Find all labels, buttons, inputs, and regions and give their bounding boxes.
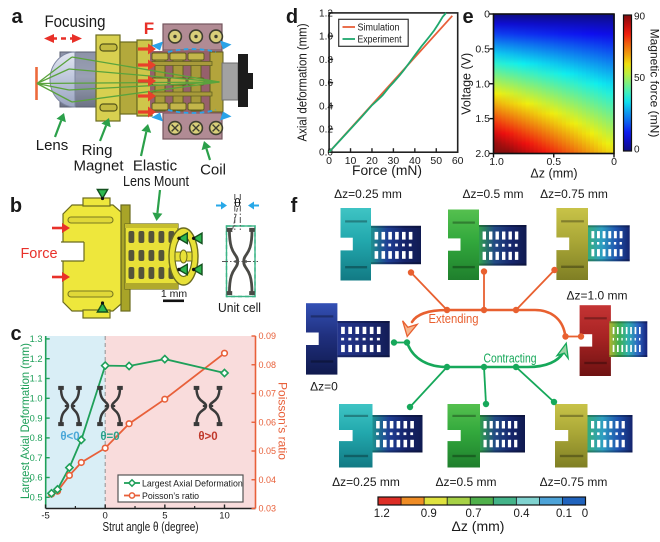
svg-text:1 mm: 1 mm (161, 288, 188, 300)
svg-text:0.4: 0.4 (514, 508, 531, 520)
svg-text:50: 50 (634, 73, 646, 84)
svg-text:b: b (10, 195, 22, 217)
svg-text:Lens: Lens (36, 137, 69, 154)
svg-text:Ring: Ring (82, 142, 113, 159)
svg-text:Δz=0.25 mm: Δz=0.25 mm (334, 187, 402, 201)
svg-text:10: 10 (219, 511, 230, 522)
svg-text:0: 0 (611, 156, 617, 168)
svg-text:Δz=1.0 mm: Δz=1.0 mm (566, 289, 627, 303)
svg-text:1.0: 1.0 (319, 32, 333, 43)
svg-text:Δz=0.5 mm: Δz=0.5 mm (435, 475, 496, 489)
svg-text:1.2: 1.2 (374, 508, 390, 520)
svg-text:0.9: 0.9 (421, 508, 437, 520)
svg-text:1.0: 1.0 (489, 156, 504, 168)
svg-text:Magnetic force (mN): Magnetic force (mN) (648, 29, 660, 138)
svg-text:0.09: 0.09 (259, 331, 277, 341)
svg-text:Poisson’s ratio: Poisson’s ratio (276, 382, 290, 460)
svg-text:θ>0: θ>0 (198, 431, 217, 443)
svg-text:-5: -5 (41, 511, 49, 522)
svg-text:Elastic: Elastic (133, 158, 178, 175)
svg-text:Magnet: Magnet (73, 158, 124, 175)
svg-text:Simulation: Simulation (358, 23, 400, 34)
svg-text:Δz=0.75 mm: Δz=0.75 mm (540, 187, 608, 201)
svg-text:Voltage (V): Voltage (V) (460, 53, 474, 115)
svg-text:Δz=0.5 mm: Δz=0.5 mm (462, 187, 523, 201)
svg-text:0.8: 0.8 (319, 55, 333, 66)
svg-text:1.5: 1.5 (475, 113, 490, 125)
svg-text:Δz (mm): Δz (mm) (530, 167, 577, 181)
svg-text:θ=0: θ=0 (100, 431, 119, 443)
svg-text:Coil: Coil (200, 162, 226, 179)
svg-text:0.6: 0.6 (319, 78, 333, 89)
svg-text:90: 90 (634, 12, 646, 23)
svg-text:60: 60 (452, 155, 464, 167)
svg-text:0.05: 0.05 (259, 446, 277, 456)
svg-text:Axial deformation (mm): Axial deformation (mm) (296, 24, 310, 142)
svg-text:f: f (291, 195, 298, 217)
svg-text:0.07: 0.07 (259, 389, 277, 399)
svg-text:50: 50 (430, 155, 442, 167)
svg-text:0.08: 0.08 (259, 360, 277, 370)
svg-text:a: a (11, 6, 23, 28)
svg-text:0: 0 (582, 508, 588, 520)
svg-text:Force (mN): Force (mN) (352, 163, 422, 178)
svg-text:0.5: 0.5 (475, 43, 490, 55)
svg-text:0.03: 0.03 (259, 504, 277, 514)
svg-text:0.06: 0.06 (259, 417, 277, 427)
svg-text:0.1: 0.1 (556, 508, 572, 520)
svg-text:Strut angle θ (degree): Strut angle θ (degree) (103, 519, 199, 534)
svg-text:F: F (144, 19, 154, 38)
svg-text:Poisson’s ratio: Poisson’s ratio (142, 491, 199, 501)
svg-text:θ<0: θ<0 (60, 431, 79, 443)
svg-text:Experiment: Experiment (358, 35, 402, 46)
svg-text:Focusing: Focusing (45, 12, 106, 31)
svg-text:θ: θ (234, 196, 241, 210)
svg-text:Force: Force (20, 246, 57, 262)
svg-text:Unit cell: Unit cell (218, 300, 261, 315)
svg-text:2.0: 2.0 (475, 148, 490, 160)
svg-text:e: e (462, 6, 473, 28)
svg-text:1.3: 1.3 (30, 334, 43, 344)
svg-text:Δz=0: Δz=0 (310, 380, 338, 394)
svg-text:Contracting: Contracting (484, 351, 537, 366)
svg-text:1.0: 1.0 (475, 78, 490, 90)
svg-text:Lens Mount: Lens Mount (123, 173, 190, 190)
svg-text:0: 0 (484, 9, 490, 21)
svg-text:Extending: Extending (429, 311, 479, 326)
svg-text:Δz (mm): Δz (mm) (452, 518, 505, 534)
svg-text:0: 0 (326, 155, 332, 167)
svg-text:c: c (10, 323, 21, 345)
svg-text:0.4: 0.4 (319, 101, 333, 112)
svg-text:Largest Axial Deformation: Largest Axial Deformation (142, 479, 243, 489)
svg-text:0.2: 0.2 (319, 124, 333, 135)
svg-text:Δz=0.75 mm: Δz=0.75 mm (540, 475, 608, 489)
svg-text:Largest Axial Deformation (mm): Largest Axial Deformation (mm) (18, 343, 32, 499)
svg-text:0.04: 0.04 (259, 475, 277, 485)
svg-text:0: 0 (634, 145, 640, 156)
svg-text:1.2: 1.2 (319, 8, 333, 19)
svg-text:Δz=0.25 mm: Δz=0.25 mm (332, 475, 400, 489)
